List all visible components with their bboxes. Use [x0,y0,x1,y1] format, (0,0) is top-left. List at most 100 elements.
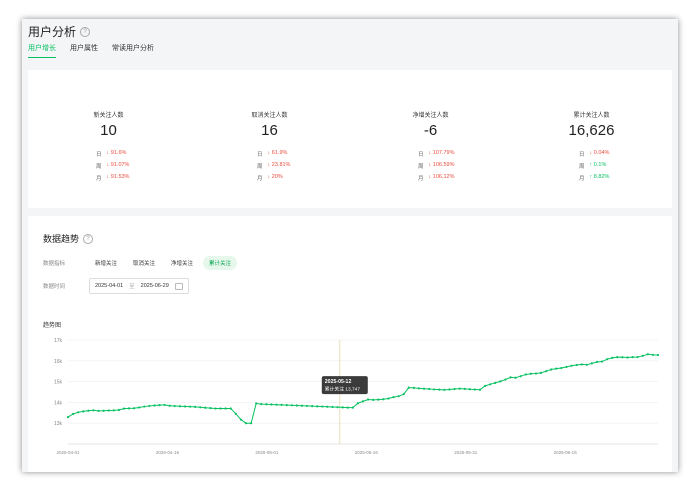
y-tick-label: 14k [54,400,63,406]
data-point [595,360,599,364]
data-point [250,422,253,425]
data-point [504,378,507,381]
y-tick-label: 13k [54,421,63,427]
data-point [438,388,441,391]
data-point [539,371,543,374]
data-point [112,409,115,412]
compare-month: 月 ↓ 91.53% [96,174,129,182]
data-point [473,388,476,391]
data-point [636,355,639,359]
x-tick-label: 2025-05-01 [255,450,279,455]
data-point [443,388,446,391]
data-point [122,407,126,410]
tooltip-date: 2025-05-12 [325,379,352,385]
data-point [336,406,339,409]
data-point [71,412,75,416]
date-filter: 数据时间 2025-04-01 至 2025-06-29 [43,278,189,294]
data-point [463,387,466,390]
date-range-picker[interactable]: 2025-04-01 至 2025-06-29 [89,278,189,294]
section-title: 数据趋势 [43,234,80,244]
section-title-row: 数据趋势 ? [43,232,94,245]
metric-unfollows[interactable]: 取消关注 [133,261,156,267]
stats-card: 新关注人数 10 日 ↓ 91.6% 周 ↓ 91.07% 月 ↓ 91.53% 取消… [28,70,672,208]
stat-total-followers: 累计关注人数 16,626 日 ↓ 0.04% 周 ↑ 0.1% 月 ↑ 8.82% [511,70,672,208]
compare-day: 日 ↓ 91.6% [96,150,126,158]
data-point [229,407,232,410]
data-point [412,386,415,389]
data-point [138,406,141,409]
stat-label: 累计关注人数 [573,113,610,119]
data-point [483,384,487,387]
data-point [280,403,283,406]
data-point [305,404,309,408]
compare-month: 月 ↓ 20% [257,174,283,182]
compare-week: 周 ↓ 106.59% [418,162,455,170]
data-point [255,402,258,405]
x-tick-label: 2025-05-16 [355,450,379,455]
data-point [316,405,319,408]
compare-label: 周 [418,164,424,170]
data-point [153,404,156,407]
data-point [621,356,624,359]
data-point [326,405,329,408]
stat-value: -6 [423,122,438,139]
compare-value: ↓ 20% [267,174,283,180]
data-point [631,356,634,359]
data-point [433,388,436,391]
data-point [478,388,482,391]
series-points [66,353,660,425]
data-point [214,407,217,410]
compare-value: ↓ 0.04% [589,150,610,156]
data-point [102,409,105,412]
data-point [290,404,293,407]
data-point [585,363,588,366]
data-point [117,408,120,412]
data-point [366,398,370,401]
data-point [163,403,166,407]
trend-card: 数据趋势 ? 数据指标 新增关注 取消关注 净增关注 累计关注 数据时间 202… [28,216,672,472]
help-icon[interactable]: ? [80,26,91,37]
data-point [519,375,522,378]
x-tick-label: 2025-05-31 [454,450,478,455]
data-point [407,386,410,389]
data-point [107,409,110,412]
data-point [417,387,421,390]
data-point [188,405,192,408]
metric-total-follows[interactable]: 累计关注 [203,256,238,270]
data-point [499,380,502,383]
metric-new-follows[interactable]: 新增关注 [95,261,118,267]
tab-user-attributes[interactable]: 用户属性 [70,45,98,52]
data-point [555,367,558,370]
data-point [646,353,649,356]
compare-week: 周 ↓ 91.07% [96,162,129,170]
title-row: 用户分析 ? [28,23,91,40]
data-point [626,356,629,359]
stat-value: 16,626 [568,122,615,139]
data-point [285,404,288,407]
help-icon[interactable]: ? [83,233,94,244]
data-point [565,365,568,369]
data-point [534,372,538,375]
tab-user-growth[interactable]: 用户增长 [28,43,56,58]
data-point [224,407,227,410]
tab-frequent-readers[interactable]: 常读用户分析 [112,45,154,52]
data-point [260,402,263,406]
data-point [372,398,375,401]
data-point [580,363,583,366]
data-point [453,387,456,391]
metric-net-follows[interactable]: 净增关注 [171,261,194,267]
date-start: 2025-04-01 [95,283,124,289]
calendar-icon[interactable] [174,282,183,290]
compare-label: 日 [418,152,424,158]
data-point [158,404,161,407]
data-point [529,372,532,375]
data-point [641,354,644,357]
data-point [606,358,609,361]
compare-month: 月 ↓ 106.12% [418,174,455,182]
stat-net-followers: 净增关注人数 -6 日 ↓ 107.79% 周 ↓ 106.59% 月 ↓ 106.1… [350,70,511,208]
compare-label: 周 [96,164,102,170]
data-point [321,405,324,408]
chart-x-ticks: 2025-04-01 2025-04-16 2025-05-01 2025-05-16… [56,450,577,455]
y-tick-label: 15k [54,380,63,386]
